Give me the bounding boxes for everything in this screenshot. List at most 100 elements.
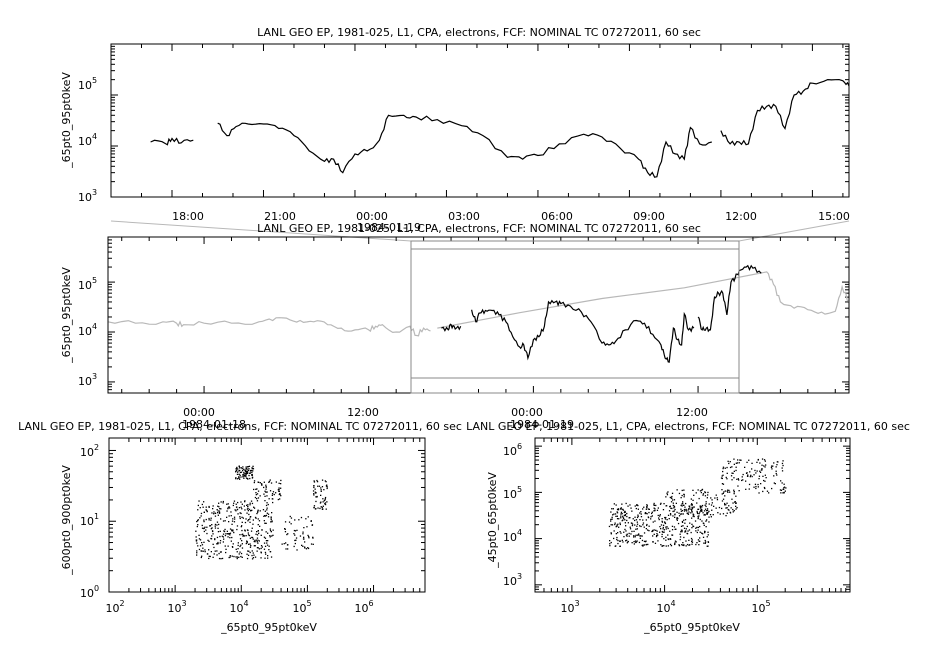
scatter-left-point — [253, 554, 255, 556]
scatter-right-point — [704, 539, 706, 542]
scatter-left-point — [232, 546, 234, 548]
scatter-right-point — [662, 524, 665, 526]
scatter-right-point — [653, 502, 655, 505]
scatter-left-point — [267, 513, 270, 515]
scatter-right-point — [668, 510, 671, 512]
panel-top: LANL GEO EP, 1981-025, L1, CPA, electron… — [60, 26, 850, 234]
scatter-right-point — [730, 507, 732, 509]
scatter-left-point — [237, 544, 239, 547]
scatter-right-point — [722, 492, 724, 494]
scatter-right-point — [757, 483, 759, 486]
scatter-right-point — [655, 504, 657, 507]
scatter-right-point — [725, 507, 727, 509]
scatter-right-point — [724, 504, 726, 506]
scatter-right-point — [749, 471, 751, 473]
panel-scatter-left-x-tick-labels: 102 103 104 105 106 — [105, 599, 373, 615]
scatter-right-point — [724, 490, 726, 492]
scatter-left-point — [245, 466, 247, 468]
scatter-right-point — [671, 525, 674, 527]
scatter-left-point — [247, 550, 249, 552]
scatter-left-point — [213, 546, 215, 549]
scatter-right-point — [691, 507, 694, 509]
scatter-left-point — [302, 531, 304, 533]
scatter-right-point — [639, 535, 641, 537]
scatter-right-point — [665, 526, 667, 528]
scatter-right-point — [780, 480, 782, 482]
panel-top-frame — [110, 43, 850, 198]
scatter-left-point — [196, 520, 198, 523]
panel-middle-context-left-segment-0 — [107, 317, 431, 337]
scatter-right-point — [758, 475, 761, 477]
scatter-right-point — [631, 510, 633, 512]
scatter-right-point — [655, 529, 657, 531]
scatter-right-point — [615, 545, 617, 547]
scatter-right-point — [636, 525, 638, 527]
scatter-right-xtick-1e5: 105 — [751, 599, 770, 615]
scatter-right-point — [664, 516, 666, 519]
scatter-left-point — [260, 551, 262, 553]
scatter-left-point — [270, 518, 272, 521]
scatter-left-point — [249, 521, 251, 523]
scatter-left-point — [257, 509, 259, 511]
scatter-left-point — [245, 468, 247, 470]
scatter-right-point — [770, 466, 773, 468]
scatter-left-point — [267, 557, 269, 559]
scatter-left-point — [251, 477, 254, 479]
scatter-right-point — [693, 506, 695, 508]
scatter-right-point — [657, 507, 659, 509]
scatter-right-point — [621, 520, 623, 522]
scatter-left-point — [229, 534, 231, 536]
scatter-left-point — [246, 470, 249, 472]
scatter-right-point — [683, 508, 686, 511]
scatter-right-point — [674, 516, 676, 518]
scatter-right-point — [733, 463, 735, 465]
scatter-right-point — [647, 543, 649, 546]
scatter-right-point — [708, 503, 710, 505]
scatter-left-xtick-1e2: 102 — [105, 599, 124, 615]
scatter-right-point — [676, 519, 678, 521]
scatter-left-point — [232, 530, 234, 532]
scatter-right-point — [709, 514, 712, 516]
scatter-left-point — [230, 515, 232, 517]
scatter-left-point — [230, 511, 232, 513]
scatter-left-point — [226, 516, 228, 518]
scatter-right-point — [671, 507, 673, 510]
scatter-left-point — [266, 491, 268, 493]
scatter-right-point — [699, 511, 701, 513]
scatter-left-point — [251, 469, 253, 472]
scatter-right-point — [645, 528, 647, 530]
scatter-right-point — [710, 504, 713, 506]
scatter-left-point — [261, 484, 263, 486]
scatter-right-point — [690, 498, 692, 500]
panel-scatter-left-points — [195, 465, 328, 560]
scatter-right-point — [636, 523, 639, 525]
scatter-left-point — [257, 511, 259, 513]
scatter-left-point — [293, 529, 296, 532]
scatter-right-point — [699, 531, 701, 533]
scatter-left-point — [273, 493, 275, 496]
scatter-left-point — [264, 490, 266, 492]
scatter-left-point — [255, 533, 257, 535]
scatter-right-point — [617, 523, 619, 525]
scatter-left-point — [262, 509, 265, 511]
scatter-right-point — [728, 489, 730, 492]
scatter-left-point — [249, 470, 252, 472]
scatter-left-point — [303, 536, 305, 538]
panel-top-x-tick-labels: 18:00 21:00 00:00 03:00 06:00 09:00 12:0… — [172, 210, 850, 234]
panel-scatter-right-ylabel: _45pt0_65pt0keV — [486, 472, 499, 569]
scatter-right-point — [782, 460, 784, 462]
scatter-right-point — [736, 462, 739, 464]
scatter-right-point — [616, 511, 618, 513]
scatter-right-point — [670, 514, 672, 516]
scatter-right-point — [633, 536, 635, 538]
scatter-right-point — [609, 543, 611, 545]
scatter-right-point — [735, 508, 737, 510]
scatter-right-point — [717, 512, 719, 514]
scatter-right-point — [697, 515, 699, 518]
scatter-left-point — [214, 538, 216, 541]
scatter-right-point — [726, 466, 728, 469]
scatter-right-point — [701, 509, 703, 511]
scatter-right-point — [704, 504, 706, 506]
scatter-left-point — [231, 530, 233, 532]
scatter-right-point — [656, 530, 658, 532]
